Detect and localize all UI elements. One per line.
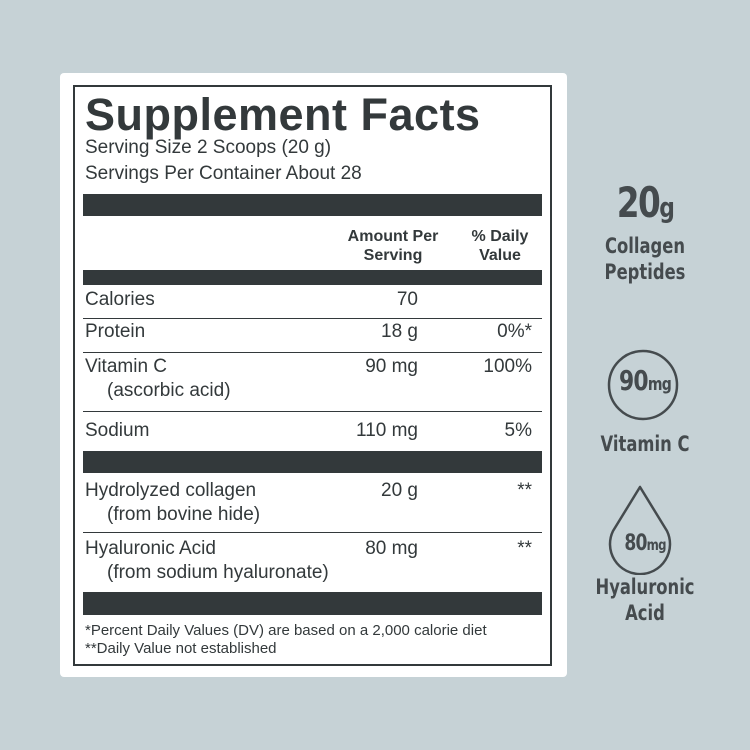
nutrient-name: Hyaluronic Acid (from sodium hyaluronate)	[85, 537, 329, 585]
highlight-label: Peptides	[604, 260, 686, 284]
highlight-value: 80mg	[587, 531, 704, 556]
value-unit: mg	[647, 374, 672, 395]
header-line: Value	[479, 247, 521, 264]
value-unit: g	[659, 191, 675, 224]
nutrient-amount: 110 mg	[356, 420, 418, 441]
nutrient-amount: 80 mg	[365, 538, 418, 559]
supplement-facts-card	[60, 73, 567, 677]
highlight-value: 90mg	[587, 364, 704, 397]
name-sub: (from sodium hyaluronate)	[107, 562, 329, 583]
divider-bar	[83, 270, 542, 285]
highlight-vitamin-c: 90mg Vitamin C	[587, 364, 704, 457]
highlight-hyaluronic: 80mg Hyaluronic Acid	[587, 531, 704, 626]
footnote: **Daily Value not established	[85, 640, 277, 657]
table-row: Calories 70	[83, 288, 542, 319]
nutrient-name: Vitamin C (ascorbic acid)	[85, 355, 231, 403]
highlight-label: Vitamin C	[600, 432, 690, 456]
divider-bar	[83, 451, 542, 473]
nutrient-dv: 5%	[504, 420, 532, 441]
nutrient-name: Hydrolyzed collagen (from bovine hide)	[85, 479, 260, 527]
nutrient-amount: 70	[396, 289, 418, 310]
value-number: 20	[616, 178, 661, 227]
nutrient-name: Calories	[85, 289, 155, 310]
divider-bar	[83, 592, 542, 615]
name-sub: (from bovine hide)	[107, 504, 261, 525]
nutrient-amount: 20 g	[381, 480, 418, 501]
highlight-label: Hyaluronic	[595, 575, 695, 599]
value-unit: mg	[646, 536, 667, 554]
nutrient-amount: 90 mg	[365, 356, 418, 377]
table-row: Vitamin C (ascorbic acid) 90 mg 100%	[83, 355, 542, 412]
value-number: 80	[624, 531, 647, 556]
nutrient-name: Sodium	[85, 420, 150, 441]
highlight-label: Acid	[625, 601, 665, 625]
nutrient-dv: 0%*	[497, 321, 532, 342]
header-line: Amount Per	[347, 228, 439, 245]
header-line: % Daily	[471, 228, 529, 245]
value-number: 90	[619, 364, 649, 397]
nutrient-amount: 18 g	[381, 321, 418, 342]
table-row: Sodium 110 mg 5%	[83, 419, 542, 451]
highlight-value: 20g	[587, 178, 704, 227]
name-text: Vitamin C	[85, 356, 168, 377]
table-row: Hyaluronic Acid (from sodium hyaluronate)…	[83, 537, 542, 591]
divider-bar	[83, 194, 542, 216]
supplement-facts-label: Supplement Facts Serving Size 2 Scoops (…	[73, 85, 552, 666]
highlight-label: Collagen	[604, 234, 686, 258]
footnote: *Percent Daily Values (DV) are based on …	[85, 622, 487, 639]
label-title: Supplement Facts	[85, 89, 481, 140]
nutrient-dv: **	[517, 538, 532, 559]
col-header-amount: Amount Per Serving	[333, 227, 453, 265]
highlight-collagen: 20g Collagen Peptides	[587, 178, 704, 285]
droplet-icon	[608, 485, 672, 575]
serving-size: Serving Size 2 Scoops (20 g)	[85, 137, 332, 158]
circle-icon	[607, 349, 679, 421]
nutrient-dv: 100%	[483, 356, 532, 377]
table-row: Protein 18 g 0%*	[83, 320, 542, 353]
header-line: Serving	[363, 247, 423, 264]
servings-per-container: Servings Per Container About 28	[85, 163, 362, 184]
name-sub: (ascorbic acid)	[107, 380, 231, 401]
name-text: Hydrolyzed collagen	[85, 480, 257, 501]
nutrient-name: Protein	[85, 321, 146, 342]
nutrient-dv: **	[517, 480, 532, 501]
col-header-dv: % Daily Value	[460, 227, 540, 265]
table-row: Hydrolyzed collagen (from bovine hide) 20…	[83, 479, 542, 533]
name-text: Hyaluronic Acid	[85, 538, 216, 559]
